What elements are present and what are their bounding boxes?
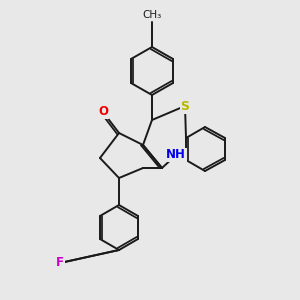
Text: CH₃: CH₃ (142, 11, 162, 20)
Text: S: S (181, 100, 190, 112)
Text: NH: NH (166, 148, 186, 161)
Text: F: F (56, 256, 64, 269)
Text: O: O (98, 106, 108, 118)
